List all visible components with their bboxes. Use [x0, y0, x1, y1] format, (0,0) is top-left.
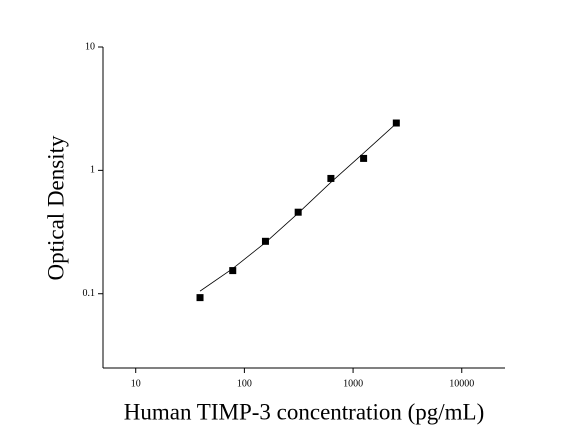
data-point	[294, 208, 302, 216]
data-point	[261, 237, 269, 245]
data-point	[327, 174, 335, 182]
fit-line	[199, 123, 397, 292]
y-tick-label: 1	[90, 165, 95, 176]
data-point	[360, 154, 368, 162]
x-tick-label: 10000	[449, 378, 474, 389]
x-tick-label: 10	[131, 378, 141, 389]
x-axis-title: Human TIMP-3 concentration (pg/mL)	[124, 399, 484, 424]
data-point	[392, 119, 400, 127]
data-point	[196, 294, 204, 302]
y-tick-label: 0.1	[83, 288, 96, 299]
y-axis-title: Optical Density	[43, 135, 68, 280]
data-point	[229, 267, 237, 275]
y-tick-label: 10	[85, 41, 95, 52]
x-tick-label: 1000	[343, 378, 363, 389]
x-tick-label: 100	[237, 378, 252, 389]
